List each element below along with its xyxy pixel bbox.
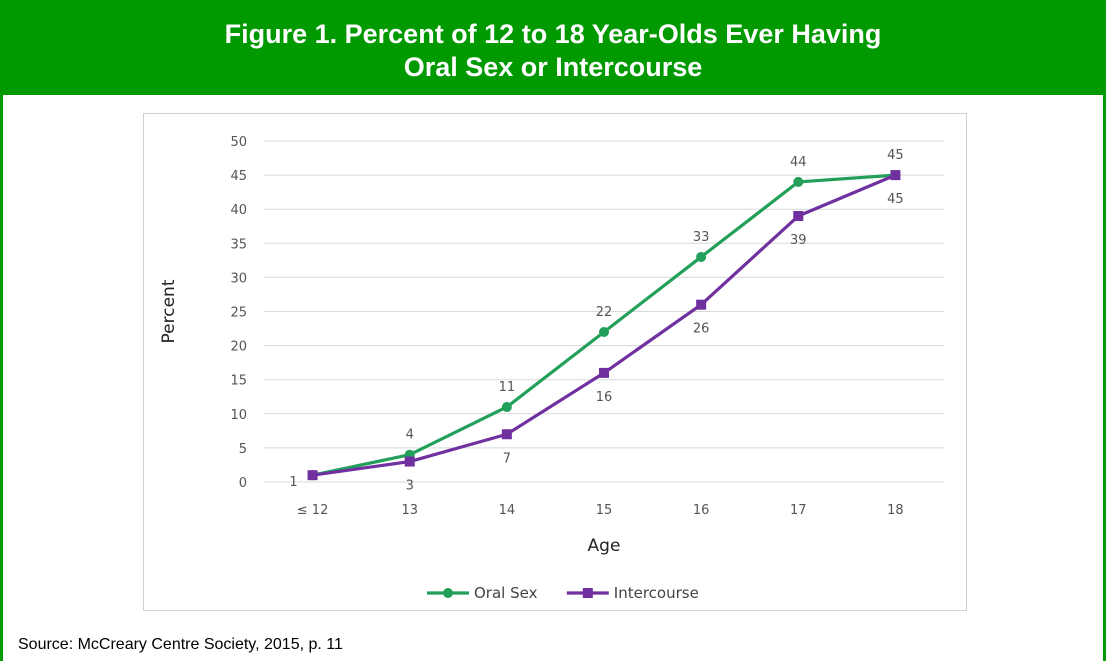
x-tick-labels: ≤ 12 13 14 15 16 17 18 [297,503,904,518]
legend: Oral Sex Intercourse [427,584,699,602]
data-point [404,456,415,467]
y-tick-label: 25 [230,306,247,321]
figure-title-line-2: Oral Sex or Intercourse [403,52,703,82]
gridlines [264,140,944,483]
x-axis-label: Age [588,536,621,556]
data-point [696,251,707,262]
data-point [890,170,901,181]
x-tick-label: 16 [693,503,710,518]
y-tick-label: 0 [239,476,247,491]
y-tick-label: 45 [230,169,247,184]
data-label: 22 [596,305,613,320]
legend-label: Intercourse [614,584,699,602]
x-tick-label: 15 [596,503,613,518]
y-tick-label: 20 [230,340,247,355]
figure-title-line-1: Figure 1. Percent of 12 to 18 Year-Olds … [224,19,882,49]
series-line-intercourse [312,173,897,477]
data-label: 4 [406,428,414,443]
data-point [501,429,512,440]
data-label: 1 [289,475,297,490]
x-tick-label: 18 [887,503,904,518]
data-label: 7 [503,451,511,466]
series-lines [307,170,901,481]
data-labels: 4 11 22 33 44 45 1 3 7 16 26 39 45 [289,148,903,493]
legend-label: Oral Sex [474,584,538,602]
y-tick-label: 5 [239,442,247,457]
y-tick-label: 15 [230,374,247,389]
data-point [501,401,512,412]
y-tick-label: 50 [230,135,247,150]
data-label: 45 [887,192,904,207]
x-tick-label: 13 [401,503,418,518]
data-point [599,326,609,337]
data-label: 11 [499,380,516,395]
data-label: 26 [693,322,710,337]
legend-marker [443,588,453,598]
legend-marker [582,588,593,598]
y-tick-label: 40 [230,203,247,218]
data-point [696,299,707,310]
data-label: 45 [887,148,904,163]
data-label: 44 [790,155,807,170]
x-tick-label: 17 [790,503,807,518]
y-tick-labels: 0 5 10 15 20 25 30 35 40 45 50 [230,135,247,491]
source-note: Source: McCreary Centre Society, 2015, p… [18,636,343,653]
data-point [599,367,609,378]
data-label: 16 [596,390,613,405]
data-point [793,211,804,222]
series-line-oral-sex [312,173,896,477]
data-point [793,176,804,187]
x-tick-label: 14 [499,503,516,518]
x-tick-label: ≤ 12 [297,503,329,518]
y-tick-label: 35 [230,237,247,252]
figure-header: Figure 1. Percent of 12 to 18 Year-Olds … [0,0,1106,95]
y-axis-label: Percent [159,279,179,343]
data-label: 3 [406,479,414,494]
y-tick-label: 10 [230,408,247,423]
data-point [307,470,318,481]
data-label: 33 [693,230,710,245]
y-tick-label: 30 [230,271,247,286]
data-label: 39 [790,233,807,248]
